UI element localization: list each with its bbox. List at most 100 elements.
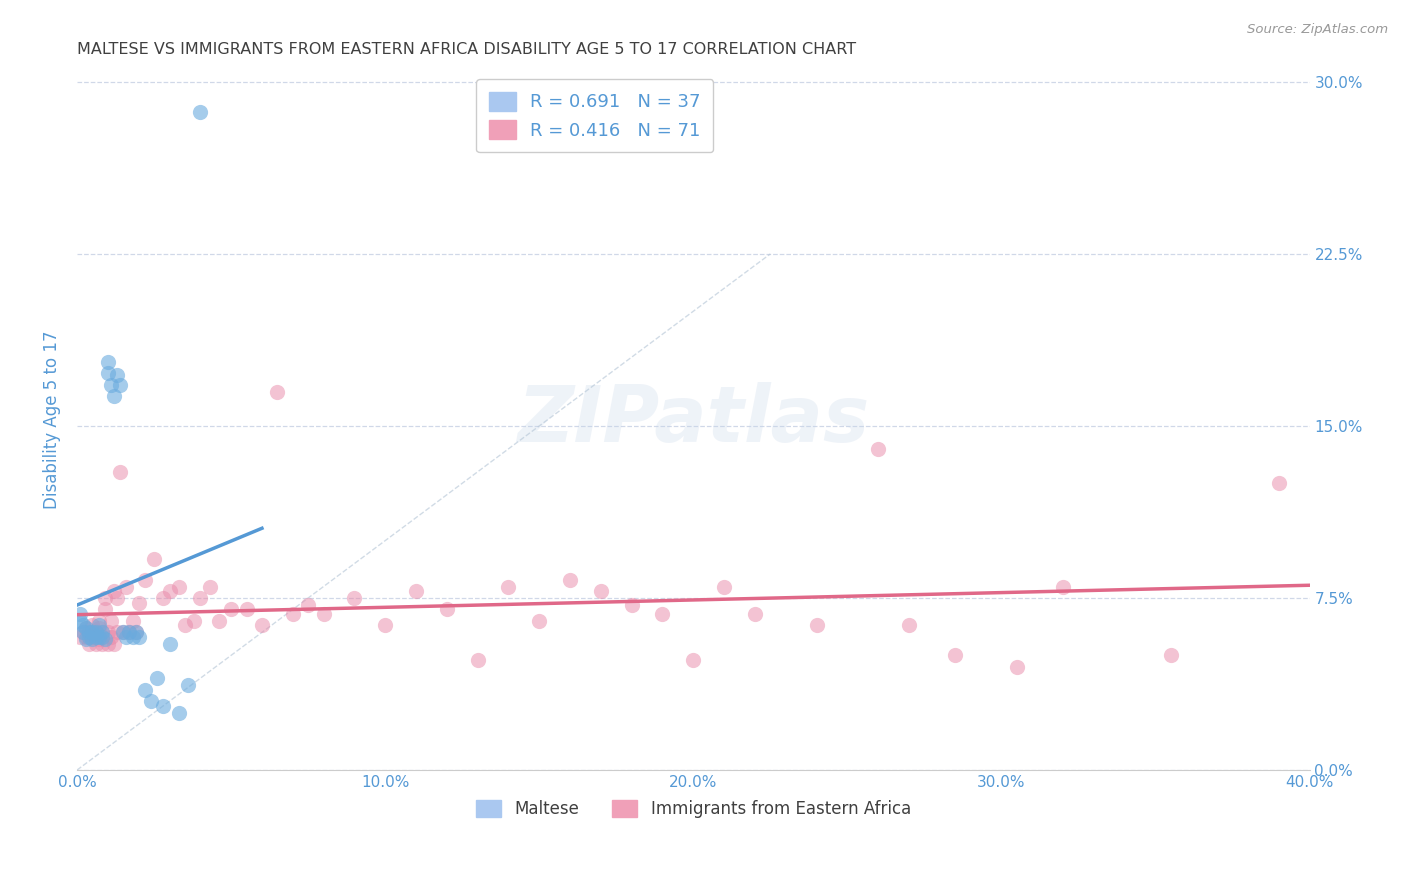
Point (312, 607, 335, 621)
Point (97, 355, 120, 369)
Point (297, 598, 319, 612)
Point (467, 653, 489, 667)
Point (188, 104, 211, 119)
Point (79, 625, 101, 640)
Y-axis label: Disability Age 5 to 17: Disability Age 5 to 17 (44, 331, 60, 509)
Point (529, 614, 551, 628)
Point (87, 618, 110, 632)
Point (69, 630, 91, 644)
Point (121, 614, 143, 628)
Point (110, 377, 132, 392)
Point (100, 630, 122, 644)
Point (943, 648, 966, 663)
Point (87, 632, 110, 647)
Point (177, 678, 200, 692)
Point (94, 632, 117, 647)
Text: Source: ZipAtlas.com: Source: ZipAtlas.com (1247, 23, 1388, 37)
Point (558, 573, 581, 587)
Point (69, 614, 91, 628)
Point (90, 625, 112, 640)
Point (128, 596, 150, 610)
Point (90, 630, 112, 644)
Point (97, 625, 120, 640)
Point (219, 602, 242, 616)
Point (105, 625, 128, 640)
Point (1052, 580, 1074, 594)
Point (208, 614, 231, 628)
Point (235, 602, 257, 616)
Point (82, 625, 104, 640)
Point (84, 630, 107, 644)
Legend: Maltese, Immigrants from Eastern Africa: Maltese, Immigrants from Eastern Africa (470, 793, 918, 824)
Point (112, 625, 135, 640)
Point (198, 580, 221, 594)
Point (69, 607, 91, 621)
Point (124, 625, 146, 640)
Text: MALTESE VS IMMIGRANTS FROM EASTERN AFRICA DISABILITY AGE 5 TO 17 CORRELATION CHA: MALTESE VS IMMIGRANTS FROM EASTERN AFRIC… (77, 42, 856, 57)
Point (436, 602, 458, 616)
Point (620, 598, 643, 612)
Point (1160, 648, 1182, 663)
Point (105, 591, 128, 605)
Point (87, 621, 110, 635)
Point (90, 637, 112, 651)
Point (118, 625, 141, 640)
Point (103, 584, 125, 599)
Point (143, 552, 166, 566)
Point (84, 625, 107, 640)
Point (112, 625, 135, 640)
Point (110, 465, 132, 479)
Point (1267, 476, 1289, 491)
Point (159, 584, 181, 599)
Point (152, 698, 174, 713)
Point (79, 630, 101, 644)
Point (167, 580, 190, 594)
Point (281, 607, 304, 621)
Point (84, 637, 107, 651)
Point (134, 682, 156, 697)
Point (744, 607, 766, 621)
Point (82, 632, 104, 647)
Point (115, 630, 138, 644)
Point (167, 706, 190, 720)
Point (152, 591, 174, 605)
Point (90, 625, 112, 640)
Point (72, 618, 94, 632)
Point (75, 630, 97, 644)
Point (651, 607, 673, 621)
Point (266, 384, 288, 399)
Point (134, 573, 156, 587)
Point (75, 621, 97, 635)
Point (121, 630, 143, 644)
Point (159, 637, 181, 651)
Point (82, 618, 104, 632)
Point (75, 632, 97, 647)
Point (103, 389, 125, 403)
Point (589, 584, 612, 599)
Point (183, 614, 205, 628)
Point (75, 621, 97, 635)
Point (343, 591, 366, 605)
Point (250, 618, 273, 632)
Point (405, 584, 427, 599)
Point (103, 637, 125, 651)
Point (100, 614, 122, 628)
Point (1005, 660, 1028, 674)
Point (188, 591, 211, 605)
Point (72, 625, 94, 640)
Point (79, 625, 101, 640)
Text: ZIPatlas: ZIPatlas (517, 382, 869, 458)
Point (94, 591, 117, 605)
Point (100, 377, 122, 392)
Point (115, 580, 138, 594)
Point (72, 625, 94, 640)
Point (868, 442, 890, 456)
Point (87, 614, 110, 628)
Point (806, 618, 828, 632)
Point (498, 580, 520, 594)
Point (97, 637, 120, 651)
Point (174, 618, 197, 632)
Point (146, 671, 169, 685)
Point (82, 630, 104, 644)
Point (374, 618, 396, 632)
